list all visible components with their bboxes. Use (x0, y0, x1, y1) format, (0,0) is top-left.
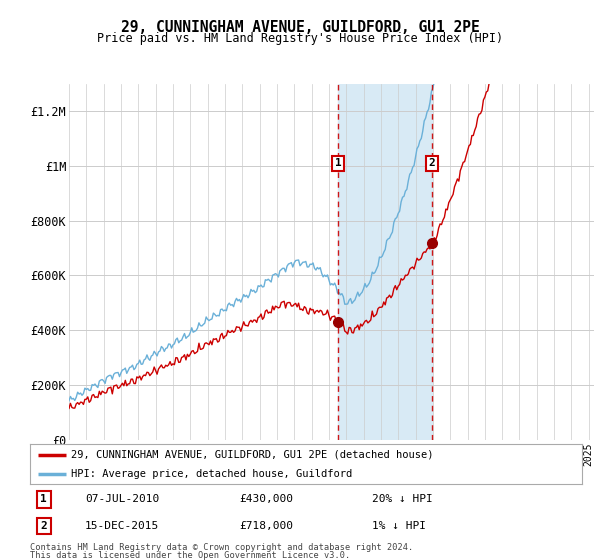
Text: £430,000: £430,000 (240, 494, 294, 505)
Text: 1% ↓ HPI: 1% ↓ HPI (372, 521, 426, 531)
Text: 29, CUNNINGHAM AVENUE, GUILDFORD, GU1 2PE (detached house): 29, CUNNINGHAM AVENUE, GUILDFORD, GU1 2P… (71, 450, 434, 460)
Text: HPI: Average price, detached house, Guildford: HPI: Average price, detached house, Guil… (71, 469, 353, 478)
Text: 2: 2 (429, 158, 436, 169)
Text: 1: 1 (335, 158, 341, 169)
Text: Price paid vs. HM Land Registry's House Price Index (HPI): Price paid vs. HM Land Registry's House … (97, 32, 503, 45)
Text: 15-DEC-2015: 15-DEC-2015 (85, 521, 160, 531)
Text: Contains HM Land Registry data © Crown copyright and database right 2024.: Contains HM Land Registry data © Crown c… (30, 543, 413, 552)
Text: 07-JUL-2010: 07-JUL-2010 (85, 494, 160, 505)
Bar (338, 84, 432, 440)
Text: 29, CUNNINGHAM AVENUE, GUILDFORD, GU1 2PE: 29, CUNNINGHAM AVENUE, GUILDFORD, GU1 2P… (121, 20, 479, 35)
Text: £718,000: £718,000 (240, 521, 294, 531)
Text: 20% ↓ HPI: 20% ↓ HPI (372, 494, 433, 505)
Text: 2: 2 (40, 521, 47, 531)
Text: 1: 1 (40, 494, 47, 505)
Text: This data is licensed under the Open Government Licence v3.0.: This data is licensed under the Open Gov… (30, 551, 350, 560)
